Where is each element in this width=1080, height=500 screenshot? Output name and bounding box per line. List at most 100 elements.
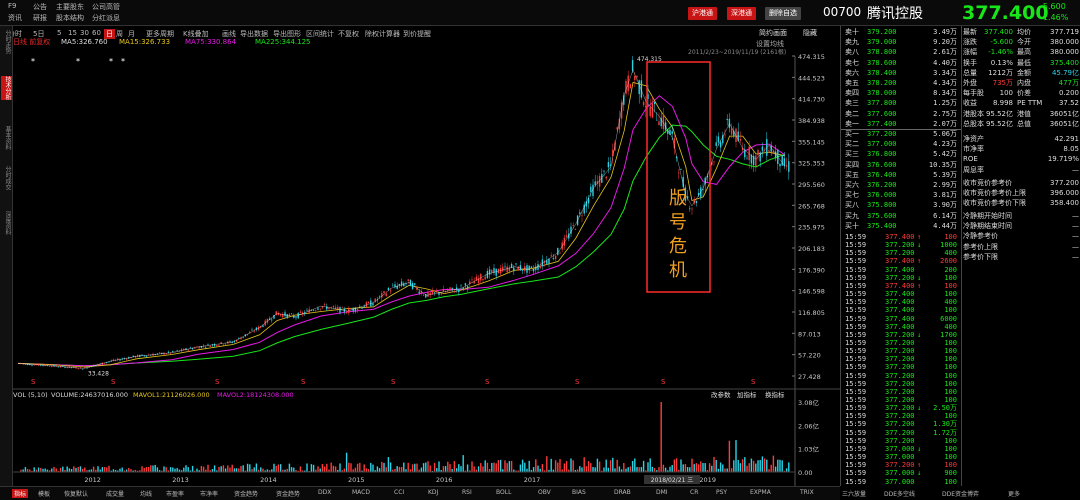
left-tab-3[interactable]: 分时成交 (4, 166, 11, 190)
order-price[interactable]: 378.600 (867, 58, 897, 67)
bottom-tab-0[interactable]: 指标 (12, 489, 29, 498)
hide-button[interactable]: 隐藏 (803, 28, 817, 37)
toolbar-item-7[interactable]: 周 (116, 30, 123, 38)
sh-connect-button[interactable]: 沪港通 (688, 7, 717, 20)
toolbar-item-15[interactable]: 不复权 (338, 30, 359, 38)
toolbar-item-5[interactable]: 60 (92, 29, 101, 37)
split-marker-icon[interactable]: S (111, 378, 116, 386)
order-price[interactable]: 375.800 (867, 201, 897, 210)
bottom-tab-26[interactable]: 更多 (1008, 491, 1021, 498)
order-price[interactable]: 376.600 (867, 160, 897, 169)
event-star-icon[interactable]: * (76, 57, 80, 66)
order-price[interactable]: 376.800 (867, 150, 897, 159)
order-price[interactable]: 377.000 (867, 140, 897, 149)
kline-chart[interactable]: 日线 前复权 MA5:326.760 MA15:326.733 MA75:330.86… (13, 26, 840, 486)
toolbar-item-8[interactable]: 月 (128, 30, 135, 38)
bottom-tab-9[interactable]: DDX (318, 489, 332, 496)
bottom-tab-2[interactable]: 恢复默认 (64, 491, 89, 498)
ma-settings-button[interactable]: 设置均线 (756, 39, 784, 48)
bottom-tab-23[interactable]: 三六放量 (842, 491, 867, 498)
split-marker-icon[interactable]: S (391, 378, 396, 386)
menu-dividend[interactable]: 分红派息 (92, 14, 120, 22)
bottom-tab-14[interactable]: BOLL (496, 489, 512, 496)
toolbar-item-4[interactable]: 30 (80, 29, 89, 37)
order-price[interactable]: 379.000 (867, 38, 897, 47)
left-tab-1[interactable]: 技术分析 (1, 76, 12, 100)
menu-capital-structure[interactable]: 股本结构 (56, 14, 84, 22)
bottom-tab-17[interactable]: DRAB (614, 489, 631, 496)
bottom-tab-25[interactable]: DDE资金博弈 (942, 491, 980, 498)
bottom-tab-4[interactable]: 均线 (140, 491, 153, 498)
bottom-tab-13[interactable]: RSI (462, 489, 472, 496)
bottom-tab-18[interactable]: DMI (656, 489, 668, 496)
toolbar-item-14[interactable]: 区间统计 (306, 30, 334, 38)
bottom-tab-21[interactable]: EXPMA (750, 489, 771, 496)
bottom-tab-16[interactable]: BIAS (572, 489, 586, 496)
toolbar-item-10[interactable]: K线叠加 (183, 30, 209, 38)
bottom-tab-8[interactable]: 资金趋势 (276, 491, 301, 498)
order-price[interactable]: 375.600 (867, 211, 897, 220)
order-price[interactable]: 378.000 (867, 89, 897, 98)
volume-tool-button[interactable]: 换指标 (765, 390, 785, 399)
toolbar-item-9[interactable]: 更多周期 (146, 30, 174, 38)
kline-mode-label[interactable]: 日线 前复权 (13, 37, 50, 46)
left-tab-2[interactable]: 基本资料 (4, 126, 11, 150)
order-price[interactable]: 378.200 (867, 79, 897, 87)
toolbar-item-16[interactable]: 除权计算器 (365, 30, 400, 38)
split-marker-icon[interactable]: S (215, 378, 220, 386)
toolbar-item-17[interactable]: 到价提醒 (403, 30, 431, 38)
toolbar-item-1[interactable]: 5日 (33, 30, 45, 38)
bottom-tab-1[interactable]: 模板 (38, 491, 51, 498)
bottom-tab-11[interactable]: CCI (394, 489, 405, 496)
menu-executives[interactable]: 公司高管 (92, 3, 120, 11)
order-price[interactable]: 378.400 (867, 68, 897, 77)
bottom-tab-24[interactable]: DDE多空线 (884, 491, 916, 498)
toolbar-item-3[interactable]: 15 (68, 29, 77, 37)
sz-connect-button[interactable]: 深港通 (727, 7, 756, 20)
order-price[interactable]: 375.400 (867, 221, 897, 230)
split-marker-icon[interactable]: S (751, 378, 756, 386)
event-star-icon[interactable]: * (121, 57, 125, 66)
bottom-tab-20[interactable]: PSY (716, 489, 728, 496)
menu-announcement[interactable]: 公告 (33, 3, 47, 11)
volume-tool-button[interactable]: 加指标 (737, 390, 757, 399)
bottom-tab-3[interactable]: 成交量 (106, 491, 125, 498)
bottom-tab-7[interactable]: 资金趋势 (234, 491, 259, 498)
order-price[interactable]: 378.800 (867, 48, 897, 57)
order-price[interactable]: 376.000 (867, 191, 897, 200)
menu-f9[interactable]: F9 (8, 2, 17, 10)
left-tab-4[interactable]: 深度资料 (4, 211, 11, 235)
kline-chart-area[interactable]: 日线 前复权 MA5:326.760 MA15:326.733 MA75:330.86… (13, 26, 840, 486)
order-price[interactable]: 377.200 (867, 130, 897, 138)
left-tab-0[interactable]: 分时走势 (4, 30, 11, 54)
toolbar-item-12[interactable]: 导出数据 (240, 30, 268, 38)
simple-view-button[interactable]: 简约画面 (759, 28, 787, 37)
order-price[interactable]: 379.200 (867, 28, 897, 36)
bottom-tab-19[interactable]: CR (690, 489, 699, 496)
toolbar-item-6[interactable]: 日 (104, 29, 115, 39)
toolbar-item-11[interactable]: 画线 (222, 30, 236, 38)
bottom-tab-22[interactable]: TRIX (800, 489, 814, 496)
bottom-tab-12[interactable]: KDJ (428, 489, 439, 496)
volume-tool-button[interactable]: 改参数 (711, 390, 731, 399)
bottom-tab-15[interactable]: OBV (538, 489, 551, 496)
split-marker-icon[interactable]: S (31, 378, 36, 386)
split-marker-icon[interactable]: S (575, 378, 580, 386)
toolbar-item-0[interactable]: 分时 (8, 30, 22, 38)
order-price[interactable]: 376.200 (867, 181, 897, 189)
bottom-tab-6[interactable]: 市净率 (200, 491, 219, 498)
split-marker-icon[interactable]: S (301, 378, 306, 386)
event-star-icon[interactable]: * (109, 57, 113, 66)
remove-watchlist-button[interactable]: 删除自选 (765, 7, 801, 20)
split-marker-icon[interactable]: S (485, 378, 490, 386)
menu-shareholders[interactable]: 主要股东 (56, 3, 84, 11)
order-price[interactable]: 376.400 (867, 170, 897, 179)
order-price[interactable]: 377.800 (867, 99, 897, 108)
bottom-tab-5[interactable]: 市盈率 (166, 491, 185, 498)
bottom-tab-10[interactable]: MACD (352, 489, 370, 496)
order-price[interactable]: 377.600 (867, 109, 897, 118)
event-star-icon[interactable]: * (31, 57, 35, 66)
menu-news[interactable]: 资讯 (8, 14, 22, 22)
menu-research[interactable]: 研报 (33, 14, 47, 22)
order-price[interactable]: 377.400 (867, 119, 897, 128)
